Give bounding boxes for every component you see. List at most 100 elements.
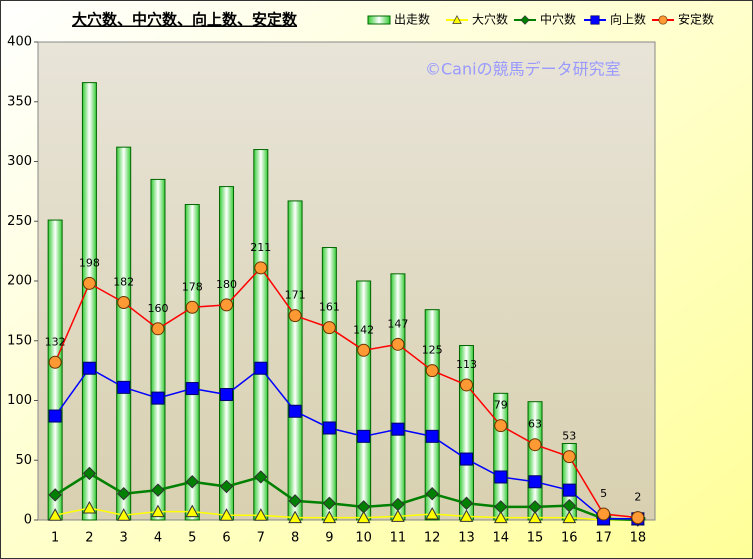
marker xyxy=(219,508,234,521)
bar xyxy=(150,178,166,521)
x-tick-label: 2 xyxy=(85,531,93,546)
marker xyxy=(288,494,302,508)
x-tick-label: 18 xyxy=(630,531,647,546)
legend-swatch xyxy=(367,15,391,25)
data-label: 5 xyxy=(600,487,607,500)
marker xyxy=(82,361,96,375)
data-label: 53 xyxy=(562,430,576,443)
data-label: 63 xyxy=(528,418,542,431)
x-tick-label: 12 xyxy=(424,531,441,546)
marker xyxy=(254,470,268,484)
marker xyxy=(322,321,336,335)
x-tick-label: 17 xyxy=(595,531,612,546)
marker xyxy=(220,388,234,402)
y-tick-label: 150 xyxy=(7,333,32,348)
marker xyxy=(48,508,62,521)
data-label: 79 xyxy=(494,399,508,412)
bar xyxy=(458,345,474,521)
marker xyxy=(493,510,508,524)
x-tick-label: 10 xyxy=(355,531,372,546)
marker xyxy=(391,422,405,436)
data-label: 211 xyxy=(250,241,271,254)
data-label: 142 xyxy=(353,323,374,336)
marker xyxy=(631,511,645,525)
legend-label: 大穴数 xyxy=(472,12,508,27)
marker xyxy=(82,466,97,481)
x-tick-label: 16 xyxy=(561,531,578,546)
marker xyxy=(425,487,439,501)
marker xyxy=(528,438,542,452)
marker xyxy=(117,296,131,310)
series-line xyxy=(54,507,638,521)
marker xyxy=(356,500,371,514)
legend-marker xyxy=(590,15,600,25)
y-tick-label: 0 xyxy=(24,513,32,528)
marker xyxy=(562,510,577,524)
plot-area xyxy=(37,41,656,521)
data-label: 198 xyxy=(79,256,100,269)
marker xyxy=(220,298,234,312)
x-tick-label: 9 xyxy=(325,531,333,546)
marker xyxy=(185,475,199,489)
marker xyxy=(82,501,97,514)
bar xyxy=(116,146,132,521)
x-tick-label: 13 xyxy=(458,531,475,546)
bar xyxy=(321,247,337,521)
marker xyxy=(597,507,611,521)
marker xyxy=(356,510,371,524)
marker xyxy=(219,479,234,494)
marker xyxy=(562,498,577,513)
x-tick-label: 4 xyxy=(154,531,162,546)
marker xyxy=(151,483,165,497)
x-tick-label: 8 xyxy=(291,531,299,546)
data-label: 160 xyxy=(147,302,168,315)
marker xyxy=(562,450,576,464)
bar xyxy=(81,82,97,521)
marker xyxy=(322,510,337,524)
bar xyxy=(356,280,372,521)
bar xyxy=(287,200,303,521)
marker xyxy=(253,508,268,521)
marker xyxy=(528,475,542,489)
marker xyxy=(151,391,165,405)
marker xyxy=(357,343,371,357)
marker xyxy=(117,380,131,394)
data-label: 113 xyxy=(456,358,477,371)
marker xyxy=(357,429,371,443)
legend-label: 向上数 xyxy=(610,12,646,27)
marker xyxy=(322,421,336,435)
legend-marker xyxy=(658,15,668,25)
marker xyxy=(185,504,200,518)
marker xyxy=(151,504,165,518)
y-tick-label: 50 xyxy=(15,453,32,468)
marker xyxy=(254,361,268,375)
marker xyxy=(185,300,199,314)
data-label: 125 xyxy=(422,344,443,357)
bar xyxy=(47,219,63,521)
legend-marker xyxy=(452,15,462,24)
watermark: ©Caniの競馬データ研究室 xyxy=(425,60,621,79)
marker xyxy=(494,500,508,514)
y-tick-label: 400 xyxy=(7,35,32,50)
legend-label: 出走数 xyxy=(394,12,430,27)
y-tick-label: 200 xyxy=(7,274,32,289)
marker xyxy=(48,355,62,369)
marker xyxy=(459,452,473,466)
x-tick-label: 14 xyxy=(492,531,509,546)
bar xyxy=(184,204,200,521)
y-tick-label: 350 xyxy=(7,94,32,109)
x-tick-label: 7 xyxy=(257,531,265,546)
marker xyxy=(288,510,302,524)
data-label: 171 xyxy=(285,289,306,302)
marker xyxy=(528,510,542,524)
data-label: 132 xyxy=(45,335,66,348)
marker xyxy=(322,496,337,510)
marker xyxy=(151,322,165,336)
marker xyxy=(425,506,440,520)
marker xyxy=(391,497,405,512)
legend-marker xyxy=(520,15,530,25)
marker xyxy=(116,487,131,501)
marker xyxy=(288,309,302,323)
marker xyxy=(391,509,405,522)
